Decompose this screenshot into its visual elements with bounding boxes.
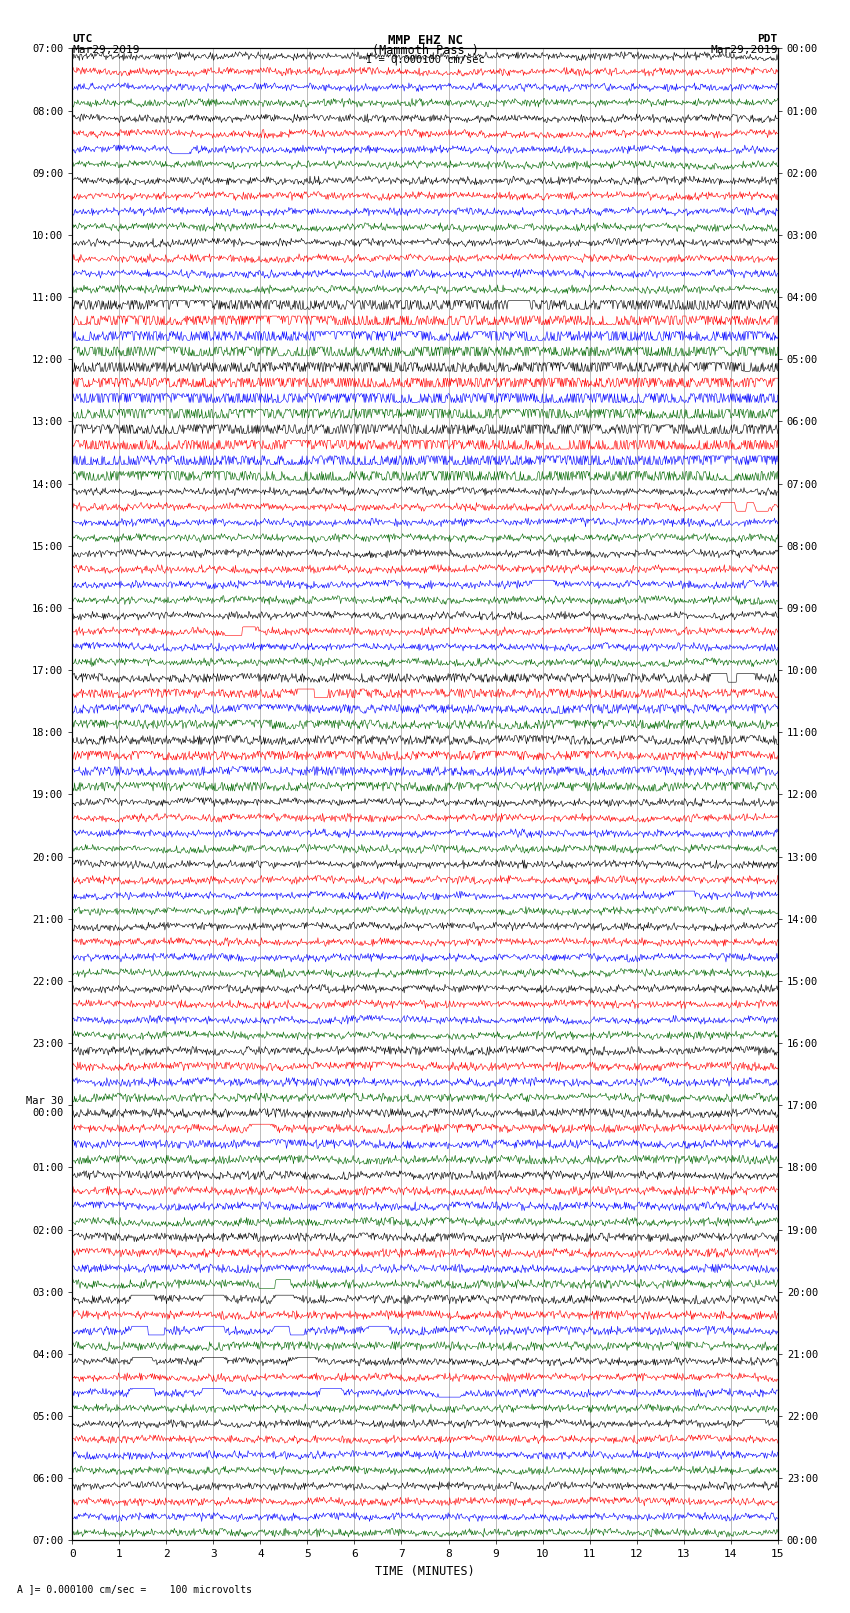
X-axis label: TIME (MINUTES): TIME (MINUTES) xyxy=(375,1565,475,1578)
Text: (Mammoth Pass ): (Mammoth Pass ) xyxy=(371,44,479,56)
Text: UTC: UTC xyxy=(72,34,93,44)
Text: Mar29,2019: Mar29,2019 xyxy=(72,45,139,55)
Text: |: | xyxy=(392,55,399,66)
Text: PDT: PDT xyxy=(757,34,778,44)
Text: I = 0.000100 cm/sec: I = 0.000100 cm/sec xyxy=(366,55,484,65)
Text: A ]= 0.000100 cm/sec =    100 microvolts: A ]= 0.000100 cm/sec = 100 microvolts xyxy=(17,1584,252,1594)
Text: MMP EHZ NC: MMP EHZ NC xyxy=(388,34,462,47)
Text: Mar29,2019: Mar29,2019 xyxy=(711,45,778,55)
